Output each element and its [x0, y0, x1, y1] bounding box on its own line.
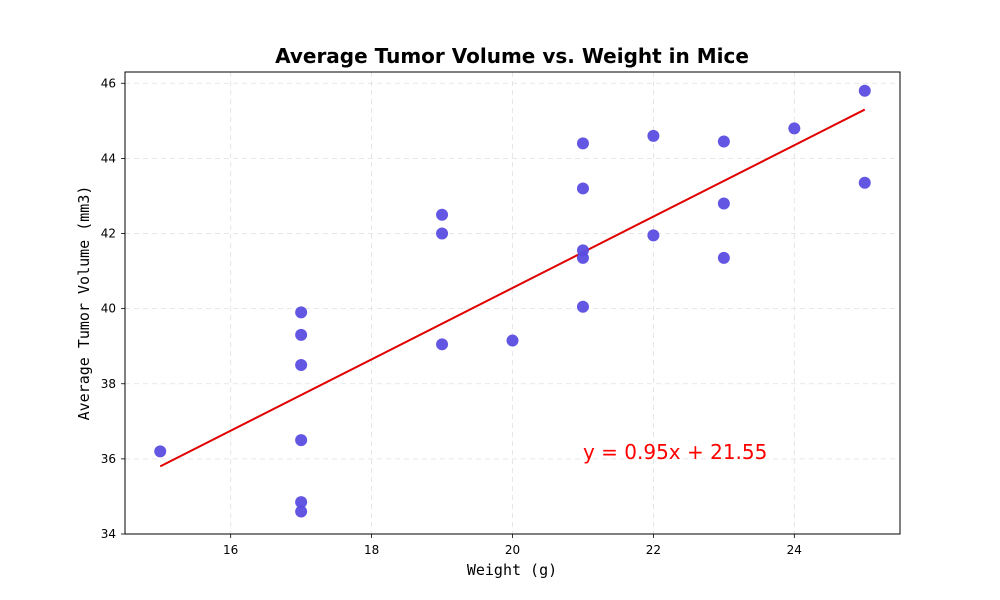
data-point — [576, 244, 589, 257]
data-point — [295, 505, 308, 518]
data-point — [295, 328, 308, 341]
data-point — [717, 135, 730, 148]
data-point — [295, 358, 308, 371]
data-point — [436, 227, 449, 240]
y-tick-label: 36 — [101, 452, 116, 466]
data-point — [436, 338, 449, 351]
data-point — [858, 84, 871, 97]
regression-equation-label: y = 0.95x + 21.55 — [583, 440, 767, 464]
y-tick-label: 42 — [101, 227, 116, 241]
x-tick-label: 24 — [787, 543, 802, 557]
data-point — [154, 445, 167, 458]
regression-line — [159, 108, 866, 468]
plot-frame — [124, 71, 901, 535]
grid — [125, 72, 900, 535]
data-point — [295, 434, 308, 447]
y-tick-label: 38 — [101, 377, 116, 391]
data-point — [717, 251, 730, 264]
regression-layer — [159, 108, 866, 468]
data-point — [295, 306, 308, 319]
axis-ticks: 16 18 20 22 24 34 36 38 40 42 44 46 — [101, 76, 802, 557]
x-axis-label: Weight (g) — [467, 561, 557, 579]
data-point — [576, 137, 589, 150]
data-point — [647, 229, 660, 242]
x-tick-label: 18 — [364, 543, 379, 557]
data-point — [295, 496, 308, 509]
chart-title: Average Tumor Volume vs. Weight in Mice — [275, 44, 749, 68]
data-point — [717, 197, 730, 210]
y-tick-label: 34 — [101, 527, 116, 541]
x-tick-label: 22 — [646, 543, 661, 557]
x-tick-label: 20 — [505, 543, 520, 557]
data-point — [436, 208, 449, 221]
x-tick-label: 16 — [223, 543, 238, 557]
data-points — [154, 84, 871, 518]
data-point — [788, 122, 801, 135]
data-point — [858, 176, 871, 189]
y-tick-label: 46 — [101, 76, 116, 90]
data-point — [576, 300, 589, 313]
data-point — [647, 129, 660, 142]
data-point — [506, 334, 519, 347]
data-point — [576, 182, 589, 195]
y-tick-label: 44 — [101, 151, 116, 165]
y-axis-label: Average Tumor Volume (mm3) — [75, 186, 93, 421]
y-tick-label: 40 — [101, 302, 116, 316]
